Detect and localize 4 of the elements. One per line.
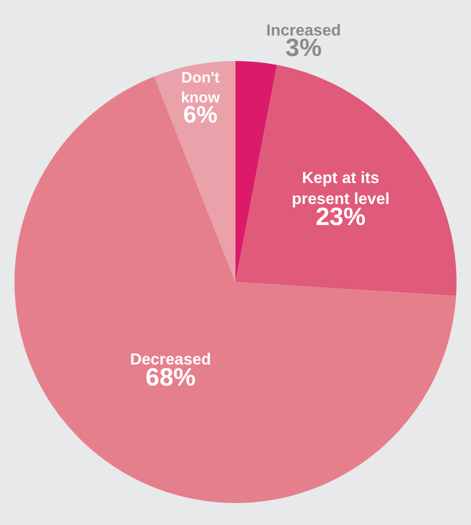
pie-slice <box>154 61 236 282</box>
slice-label: Kept at its present level <box>292 170 390 208</box>
pie-slice <box>236 64 456 296</box>
pie-slice <box>236 61 277 282</box>
